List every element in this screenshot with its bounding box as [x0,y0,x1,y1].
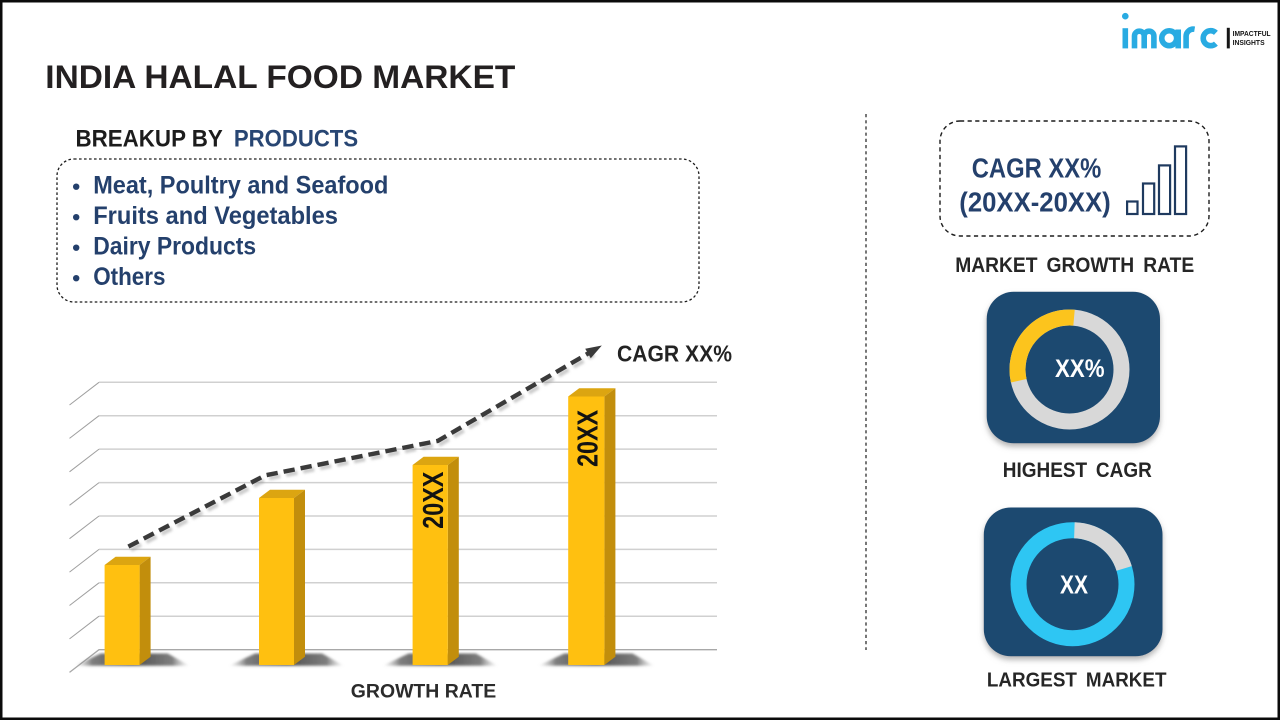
svg-text:XX: XX [1060,572,1088,600]
svg-text:PRODUCTS: PRODUCTS [234,125,358,152]
svg-text:MARKET GROWTH RATE: MARKET GROWTH RATE [955,254,1194,277]
svg-text:HIGHEST CAGR: HIGHEST CAGR [1003,458,1152,482]
svg-text:XX%: XX% [1055,355,1105,383]
svg-text:(20XX-20XX): (20XX-20XX) [959,186,1111,217]
svg-text:Others: Others [93,263,165,291]
svg-text:INDIA HALAL FOOD MARKET: INDIA HALAL FOOD MARKET [45,59,515,95]
svg-text:CAGR XX%: CAGR XX% [617,341,732,367]
svg-text:Meat, Poultry and Seafood: Meat, Poultry and Seafood [93,171,388,199]
svg-text:Dairy Products: Dairy Products [93,232,256,260]
svg-text:Fruits and Vegetables: Fruits and Vegetables [93,202,338,230]
svg-text:20XX: 20XX [573,410,605,467]
svg-text:BREAKUP BY: BREAKUP BY [76,125,223,152]
svg-text:GROWTH RATE: GROWTH RATE [351,680,496,702]
svg-text:IMPACTFUL: IMPACTFUL [1233,29,1272,38]
svg-text:20XX: 20XX [418,472,450,529]
svg-text:LARGEST MARKET: LARGEST MARKET [987,669,1167,691]
svg-text:CAGR XX%: CAGR XX% [972,153,1102,184]
svg-text:INSIGHTS: INSIGHTS [1233,38,1265,47]
